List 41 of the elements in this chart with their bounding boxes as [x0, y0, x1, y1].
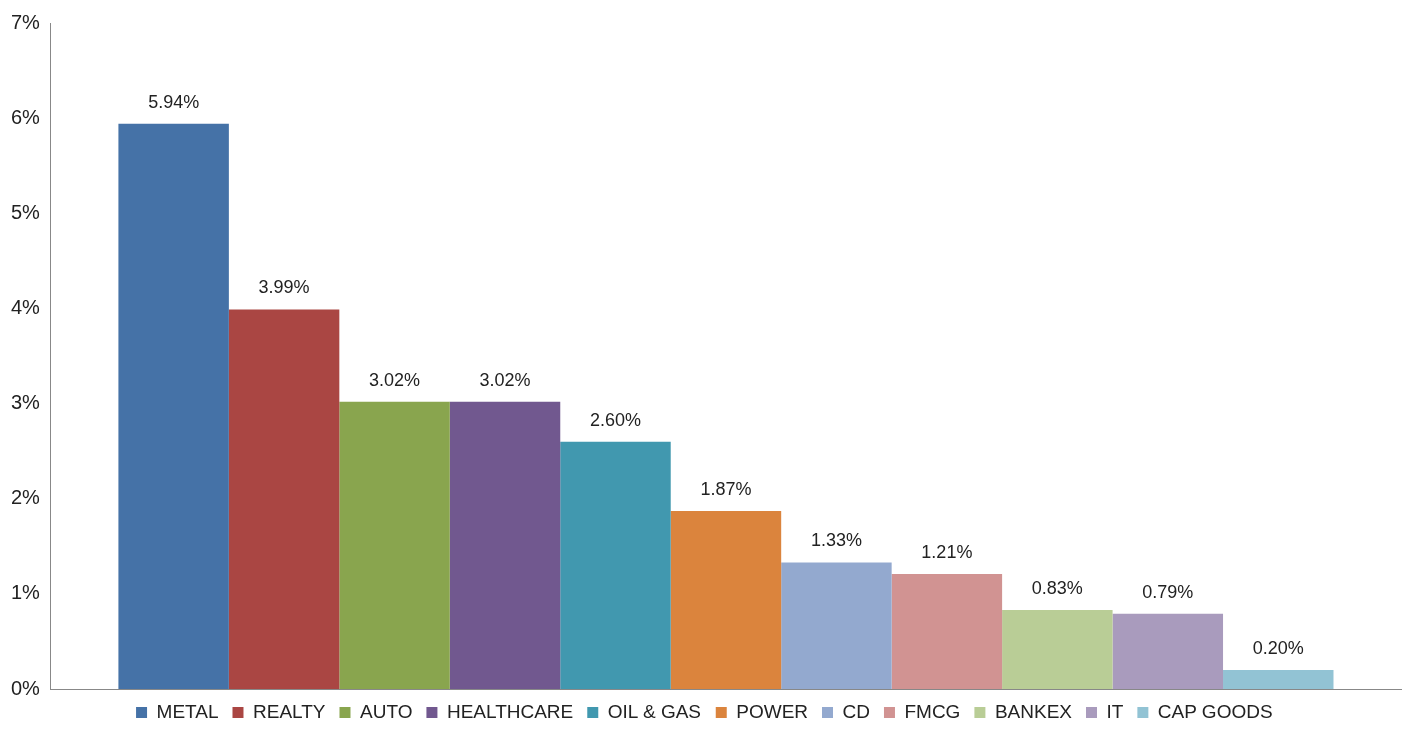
y-tick-label: 0% — [11, 676, 41, 699]
legend-label: AUTO — [359, 700, 413, 722]
legend-label: CD — [842, 700, 870, 722]
data-label: 3.02% — [369, 369, 421, 390]
y-tick-label: 7% — [11, 10, 41, 33]
bar — [1002, 610, 1113, 689]
bar — [228, 309, 340, 689]
bar — [1112, 613, 1224, 689]
legend-label: BANKEX — [994, 700, 1073, 722]
data-label: 0.20% — [1252, 637, 1304, 658]
data-label: 1.33% — [810, 530, 862, 551]
legend-label: METAL — [156, 700, 219, 722]
y-tick-label: 5% — [11, 200, 41, 223]
legend-label: HEALTHCARE — [446, 700, 574, 722]
bar — [670, 511, 782, 689]
bar — [449, 401, 561, 689]
data-label: 3.02% — [479, 369, 531, 390]
data-label: 3.99% — [258, 277, 310, 298]
legend-label: POWER — [736, 700, 809, 722]
bar — [560, 441, 671, 689]
y-tick-label: 6% — [11, 105, 41, 128]
legend-label: IT — [1106, 700, 1124, 722]
data-label: 1.21% — [921, 541, 973, 562]
y-tick-label: 1% — [11, 581, 41, 604]
data-label: 2.60% — [589, 409, 642, 430]
bar — [118, 123, 229, 689]
legend-label: CAP GOODS — [1157, 700, 1273, 722]
bar — [781, 562, 892, 689]
legend-label: REALTY — [252, 700, 326, 722]
data-label: 0.79% — [1142, 581, 1194, 602]
bar — [891, 573, 1003, 689]
data-label: 0.83% — [1031, 578, 1083, 598]
y-tick-label: 4% — [11, 295, 41, 318]
y-tick-label: 3% — [11, 391, 41, 414]
legend-label: FMCG — [904, 700, 961, 722]
bar — [1223, 669, 1334, 689]
data-label: 1.87% — [700, 479, 752, 500]
legend-label: OIL & GAS — [607, 700, 702, 722]
y-tick-label: 2% — [11, 486, 41, 509]
data-label: 5.94% — [148, 91, 200, 112]
bar — [339, 401, 450, 689]
